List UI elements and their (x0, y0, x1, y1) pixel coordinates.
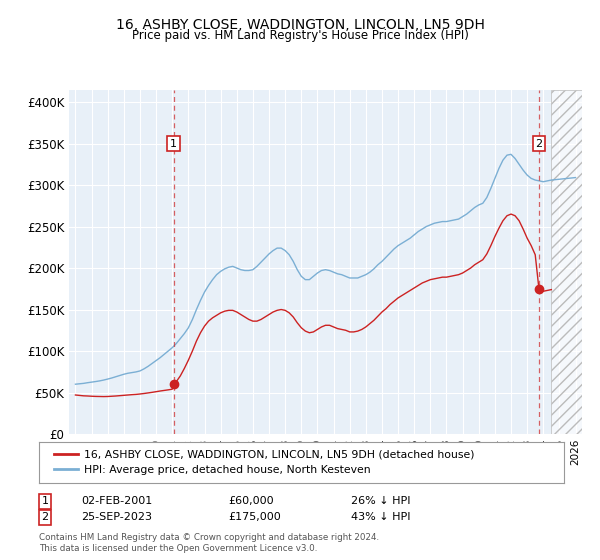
Legend: 16, ASHBY CLOSE, WADDINGTON, LINCOLN, LN5 9DH (detached house), HPI: Average pri: 16, ASHBY CLOSE, WADDINGTON, LINCOLN, LN… (50, 446, 479, 479)
Text: 1: 1 (41, 496, 49, 506)
Text: Contains HM Land Registry data © Crown copyright and database right 2024.
This d: Contains HM Land Registry data © Crown c… (39, 533, 379, 553)
Text: £60,000: £60,000 (228, 496, 274, 506)
Text: 16, ASHBY CLOSE, WADDINGTON, LINCOLN, LN5 9DH: 16, ASHBY CLOSE, WADDINGTON, LINCOLN, LN… (116, 18, 484, 32)
Text: 02-FEB-2001: 02-FEB-2001 (81, 496, 152, 506)
Bar (551, 90, 582, 434)
Text: 26% ↓ HPI: 26% ↓ HPI (351, 496, 410, 506)
Text: 2: 2 (41, 512, 49, 522)
Text: 43% ↓ HPI: 43% ↓ HPI (351, 512, 410, 522)
Bar (551, 90, 582, 434)
Text: 2: 2 (535, 138, 542, 148)
Text: 25-SEP-2023: 25-SEP-2023 (81, 512, 152, 522)
Text: Price paid vs. HM Land Registry's House Price Index (HPI): Price paid vs. HM Land Registry's House … (131, 29, 469, 42)
Text: 1: 1 (170, 138, 177, 148)
Text: £175,000: £175,000 (228, 512, 281, 522)
